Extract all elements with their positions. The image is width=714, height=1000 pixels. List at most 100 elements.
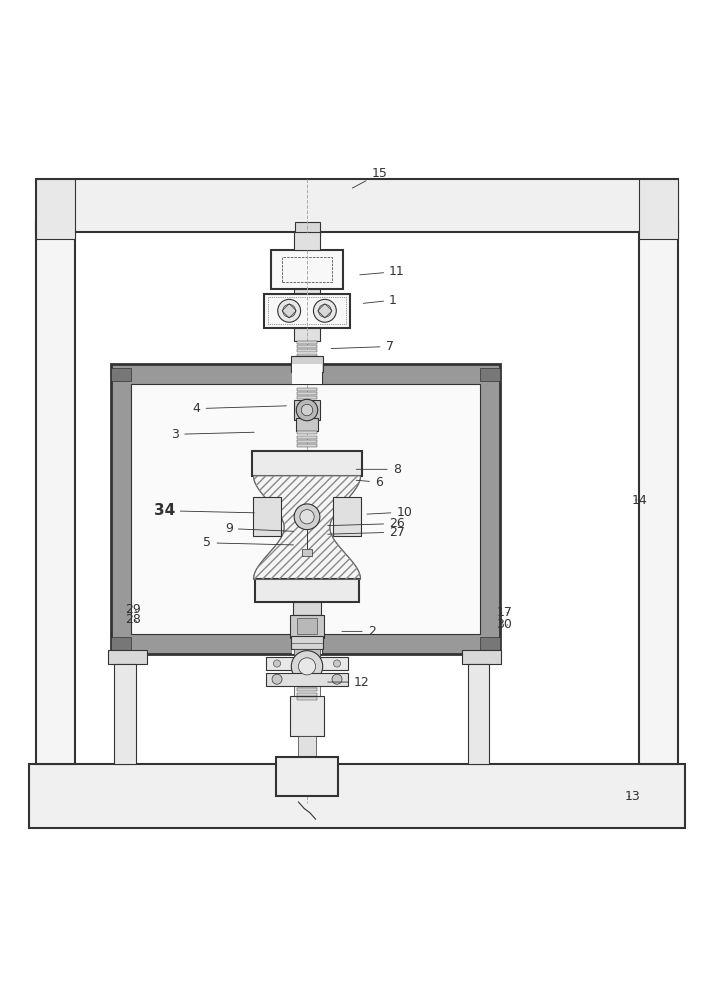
Text: 27: 27 [328,526,405,539]
Circle shape [300,510,314,524]
Bar [297,680,317,683]
Text: 5: 5 [203,536,293,549]
Bar [290,615,324,638]
Bar [297,431,317,434]
Text: 3: 3 [171,428,254,441]
Text: 4: 4 [193,402,286,415]
Bar [297,366,317,369]
Bar [29,764,685,828]
Circle shape [283,304,296,317]
Bar [297,684,317,687]
Text: 34: 34 [154,503,254,518]
Bar [297,403,317,406]
Bar [297,392,317,395]
Bar [131,384,480,634]
Bar [266,673,348,686]
Bar [297,618,317,634]
Bar [36,179,75,239]
Circle shape [318,304,331,317]
Circle shape [313,299,336,322]
Bar [294,328,320,341]
Circle shape [296,399,318,421]
Bar [297,362,317,365]
Bar [294,289,320,302]
Bar [290,696,324,736]
Bar [294,232,320,250]
Bar [297,436,317,439]
Text: 6: 6 [356,476,383,489]
Text: 13: 13 [625,790,640,803]
Bar [297,411,317,414]
Bar [297,388,317,391]
Bar [297,444,317,447]
Bar [292,634,322,654]
Bar [36,222,75,764]
Bar [297,358,317,361]
Bar [297,697,317,700]
Bar [297,688,317,691]
Bar [282,257,332,282]
Bar [271,250,343,289]
Text: 14: 14 [632,493,648,506]
Bar [333,497,361,536]
Bar [109,650,147,664]
Bar [251,451,362,476]
Text: 17: 17 [496,606,512,619]
Text: 2: 2 [342,625,376,638]
Bar [462,650,501,664]
Circle shape [278,299,301,322]
Bar [111,637,131,650]
Circle shape [291,651,323,682]
Bar [297,693,317,696]
Text: 1: 1 [363,294,397,307]
Circle shape [332,674,342,684]
Bar [264,294,350,328]
Bar [297,354,317,356]
Text: 30: 30 [496,618,512,631]
Bar [297,407,317,410]
Circle shape [333,660,341,667]
Text: 7: 7 [331,340,393,353]
Bar [297,345,317,348]
Bar [111,364,500,654]
Bar [297,341,317,344]
Text: 10: 10 [367,506,412,519]
Text: 28: 28 [125,613,141,626]
Bar [298,736,316,757]
Bar [276,757,338,796]
Bar [253,497,281,536]
Bar [294,649,320,656]
Bar [480,368,500,381]
Bar [297,405,317,408]
Bar [480,637,500,650]
Bar [294,644,320,696]
Bar [297,409,317,412]
Bar [297,396,317,399]
Bar [291,356,323,372]
Circle shape [301,404,313,416]
Text: 12: 12 [328,676,369,689]
Circle shape [272,674,282,684]
Bar [266,657,348,670]
Bar [36,179,678,232]
Bar [293,602,321,615]
Bar [298,679,316,704]
Bar [291,636,323,649]
Text: 11: 11 [360,265,405,278]
Bar [297,349,317,352]
Bar [256,579,358,602]
Bar [294,400,320,420]
Bar [639,222,678,764]
Bar [468,664,489,764]
Text: 26: 26 [328,517,405,530]
Text: 8: 8 [356,463,401,476]
Bar [294,222,320,236]
Bar [292,364,322,384]
Polygon shape [253,476,361,579]
Bar [297,440,317,443]
Text: 15: 15 [352,167,387,188]
Circle shape [294,504,320,530]
Bar [268,297,346,324]
Text: 29: 29 [125,603,141,616]
Bar [296,418,318,431]
